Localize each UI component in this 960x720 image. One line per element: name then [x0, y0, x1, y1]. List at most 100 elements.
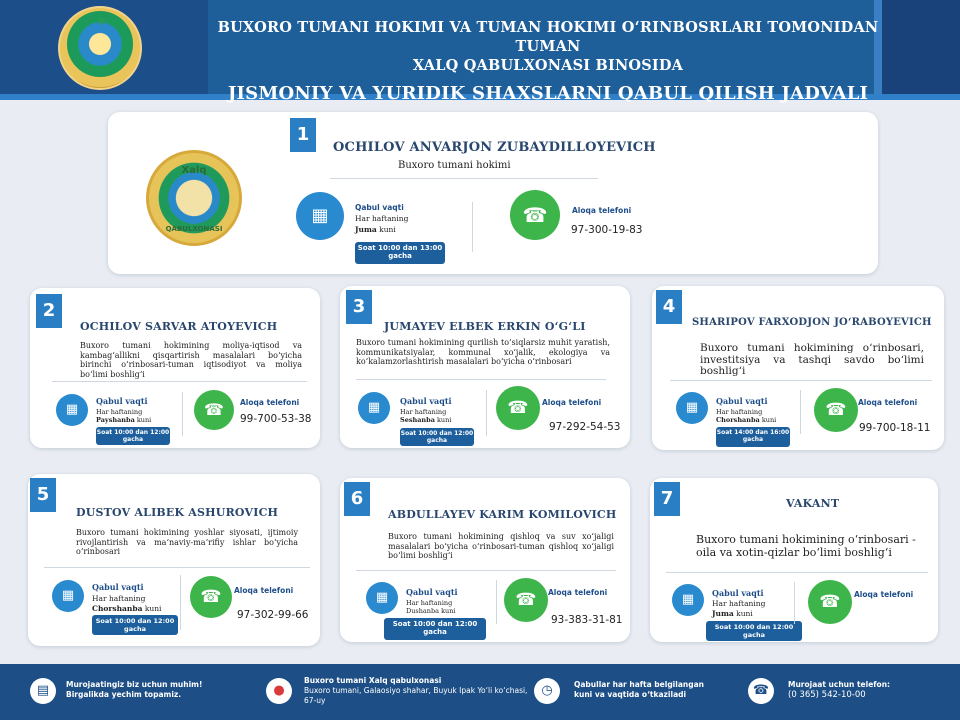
calendar-icon: ▦: [366, 582, 398, 614]
card-2-position: Buxoro tumani hokimining moliya-iqtisod …: [80, 341, 302, 379]
calendar-icon: ▦: [672, 584, 704, 616]
card-6-time: Soat 10:00 dan 12:00 gacha: [384, 618, 486, 640]
card-6-aloqa-label: Aloqa telefoni: [548, 588, 608, 597]
xalq-qabulxonasi-logo: Xalq QABULXONASI: [146, 150, 242, 246]
card-6-divider: [356, 570, 616, 571]
card-1-qabul-label: Qabul vaqti: [355, 203, 404, 212]
calendar-icon: ▦: [56, 394, 88, 426]
card-5-day: Chorshanba kuni: [92, 604, 162, 613]
card-3-qabul-label: Qabul vaqti: [400, 396, 452, 406]
calendar-icon: ▦: [296, 192, 344, 240]
card-4-divider: [670, 380, 932, 381]
header-right-accent: [874, 0, 882, 94]
card-4-day: Chorshanba kuni: [716, 416, 777, 424]
card-5-position: Buxoro tumani hokimining yoshlar siyosat…: [76, 528, 298, 556]
logo-top-text: Xalq: [181, 165, 207, 176]
state-emblem: ★: [58, 6, 142, 90]
card-3-har: Har haftaning: [400, 408, 447, 416]
card-4-position: Buxoro tumani hokimining o‘rinbosari, in…: [700, 342, 924, 377]
header: ★ BUXORO TUMANI HOKIMI VA TUMAN HOKIMI O…: [0, 0, 960, 104]
card-7-day: Juma kuni: [712, 609, 753, 618]
card-3-day: Seshanba kuni: [400, 416, 452, 424]
card-6-number: 6: [344, 482, 370, 516]
card-4-vdivider: [800, 390, 801, 434]
card-3-name: JUMAYEV ELBEK ERKIN O‘G‘LI: [384, 320, 586, 333]
card-6-vdivider: [496, 580, 497, 624]
phone-icon: ☎: [748, 678, 774, 704]
header-subtitle: JISMONIY VA YURIDIK SHAXSLARNI QABUL QIL…: [227, 83, 869, 104]
card-4-aloqa-label: Aloqa telefoni: [858, 398, 918, 407]
card-5-number: 5: [30, 478, 56, 512]
calendar-icon: ▦: [676, 392, 708, 424]
footer-item-1-text: Murojaatingiz biz uchun muhim! Birgalikda…: [66, 680, 203, 699]
phone-icon: ☎: [190, 576, 232, 618]
card-4-number: 4: [656, 290, 682, 324]
phone-icon: ☎: [814, 388, 858, 432]
card-1-number: 1: [290, 118, 316, 152]
card-4-phone: 99-700-18-11: [859, 422, 931, 434]
card-7-aloqa-label: Aloqa telefoni: [854, 590, 914, 599]
card-3: [340, 286, 630, 448]
card-5-qabul-label: Qabul vaqti: [92, 582, 144, 592]
location-pin-icon: ●: [266, 678, 292, 704]
card-1-time: Soat 10:00 dan 13:00 gacha: [355, 242, 445, 264]
card-6: [340, 478, 630, 642]
card-6-har: Har haftaning: [406, 599, 453, 607]
footer-item-2-text: Buxoro tumani Xalq qabulxonasi Buxoro tum…: [304, 676, 528, 705]
card-2-divider: [52, 381, 307, 382]
phone-icon: ☎: [510, 190, 560, 240]
footer-item-4-text: Murojaat uchun telefon: (0 365) 542-10-00: [788, 680, 891, 700]
card-2-aloqa-label: Aloqa telefoni: [240, 398, 300, 407]
card-4-qabul-label: Qabul vaqti: [716, 396, 768, 406]
card-7-number: 7: [654, 482, 680, 516]
card-7-qabul-label: Qabul vaqti: [712, 588, 764, 598]
card-5-har: Har haftaning: [92, 594, 146, 603]
card-2-phone: 99-700-53-38: [240, 413, 312, 425]
card-1-phone: 97-300-19-83: [571, 224, 643, 236]
card-6-position: Buxoro tumani hokimining qishloq va suv …: [388, 532, 614, 560]
card-5-phone: 97-302-99-66: [237, 609, 309, 621]
card-2-time: Soat 10:00 dan 12:00 gacha: [96, 427, 170, 445]
card-1-name: OCHILOV ANVARJON ZUBAYDILLOYEVICH: [333, 140, 656, 155]
card-5-name: DUSTOV ALIBEK ASHUROVICH: [76, 506, 279, 519]
phone-icon: ☎: [194, 390, 234, 430]
card-3-time: Soat 10:00 dan 12:00 gacha: [400, 428, 474, 446]
card-4-name: SHARIPOV FARXODJON JO‘RABOYEVICH: [692, 317, 932, 328]
header-title-line1: BUXORO TUMANI HOKIMI VA TUMAN HOKIMI O‘R…: [217, 19, 879, 55]
card-3-number: 3: [346, 290, 372, 324]
card-7-divider: [666, 572, 928, 573]
card-2-day: Payshanba kuni: [96, 416, 152, 424]
card-4-time: Soat 14:00 dan 16:00 gacha: [716, 427, 790, 447]
document-icon: ▤: [30, 678, 56, 704]
clock-icon: ◷: [534, 678, 560, 704]
card-6-day: Dushanba kuni: [406, 607, 456, 615]
card-7-har: Har haftaning: [712, 599, 766, 608]
header-text: BUXORO TUMANI HOKIMI VA TUMAN HOKIMI O‘R…: [208, 18, 888, 104]
card-5-time: Soat 10:00 dan 12:00 gacha: [92, 615, 178, 635]
logo-bottom-text: QABULXONASI: [165, 225, 223, 233]
card-2-number: 2: [36, 294, 62, 328]
card-1-vdivider: [472, 202, 473, 252]
card-2-name: OCHILOV SARVAR ATOYEVICH: [80, 320, 278, 333]
card-1-har: Har haftaning: [355, 214, 409, 223]
header-title-line2: XALQ QABULXONASI BINOSIDA: [412, 57, 684, 74]
card-7-vdivider: [794, 582, 795, 624]
card-3-position: Buxoro tumani hokimining qurilish to‘siq…: [356, 338, 610, 366]
card-7-time: Soat 10:00 dan 12:00 gacha: [706, 621, 802, 641]
header-bottom-line: [0, 94, 960, 100]
footer: ▤ Murojaatingiz biz uchun muhim! Birgalik…: [0, 664, 960, 720]
card-4-har: Har haftaning: [716, 408, 763, 416]
calendar-icon: ▦: [52, 580, 84, 612]
footer-item-3-text: Qabullar har hafta belgilangan kuni va va…: [574, 680, 704, 699]
card-3-vdivider: [486, 390, 487, 436]
card-6-qabul-label: Qabul vaqti: [406, 587, 458, 597]
calendar-icon: ▦: [358, 392, 390, 424]
card-5-divider: [44, 567, 310, 568]
card-7-name: VAKANT: [786, 497, 840, 510]
card-3-phone: 97-292-54-53: [549, 421, 621, 433]
card-1-day: Juma kuni: [355, 225, 396, 234]
card-7-position: Buxoro tumani hokimining o‘rinbosari - o…: [696, 533, 916, 559]
card-1-aloqa-label: Aloqa telefoni: [572, 206, 632, 215]
card-3-divider: [356, 379, 606, 380]
phone-icon: ☎: [808, 580, 852, 624]
